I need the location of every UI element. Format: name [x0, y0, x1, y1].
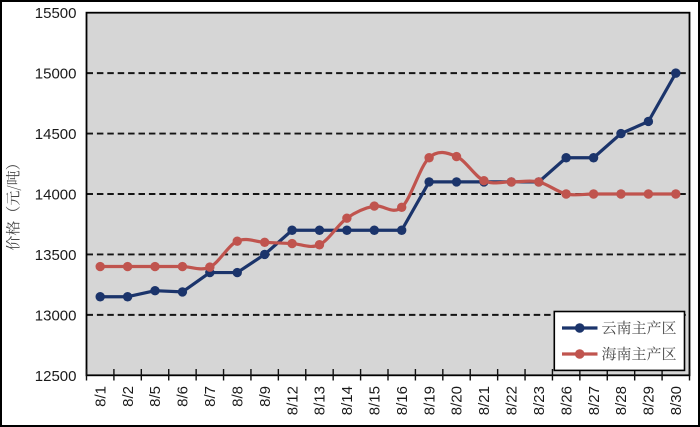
svg-text:8/26: 8/26 [558, 386, 575, 415]
svg-text:8/21: 8/21 [476, 386, 493, 415]
svg-text:8/6: 8/6 [175, 386, 192, 407]
svg-text:15500: 15500 [35, 5, 77, 22]
svg-text:8/5: 8/5 [147, 386, 164, 407]
svg-text:8/16: 8/16 [394, 386, 411, 415]
svg-text:8/9: 8/9 [257, 386, 274, 407]
svg-text:8/27: 8/27 [586, 386, 603, 415]
svg-text:8/7: 8/7 [202, 386, 219, 407]
svg-text:8/20: 8/20 [449, 386, 466, 415]
svg-text:8/1: 8/1 [92, 386, 109, 407]
svg-text:8/2: 8/2 [120, 386, 137, 407]
svg-text:13500: 13500 [35, 247, 77, 264]
svg-text:15000: 15000 [35, 66, 77, 83]
svg-text:8/13: 8/13 [312, 386, 329, 415]
svg-text:13000: 13000 [35, 307, 77, 324]
svg-text:8/12: 8/12 [284, 386, 301, 415]
svg-text:8/22: 8/22 [504, 386, 521, 415]
svg-text:8/28: 8/28 [613, 386, 630, 415]
svg-text:12500: 12500 [35, 368, 77, 385]
svg-text:8/19: 8/19 [421, 386, 438, 415]
svg-text:8/29: 8/29 [641, 386, 658, 415]
svg-text:8/14: 8/14 [339, 386, 356, 415]
svg-text:8/30: 8/30 [668, 386, 685, 415]
svg-text:8/15: 8/15 [367, 386, 384, 415]
svg-text:8/8: 8/8 [229, 386, 246, 407]
svg-text:14000: 14000 [35, 187, 77, 204]
svg-text:8/23: 8/23 [531, 386, 548, 415]
svg-text:14500: 14500 [35, 126, 77, 143]
